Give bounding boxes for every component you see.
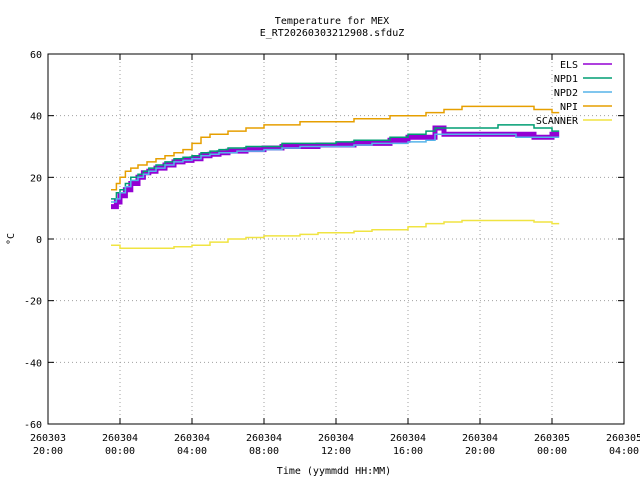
x-tick-time: 20:00 xyxy=(465,446,495,457)
x-tick-time: 04:00 xyxy=(177,446,207,457)
x-tick-date: 260305 xyxy=(534,433,570,444)
legend: ELS NPD1 NPD2 NPI SCANNER xyxy=(536,60,612,127)
x-axis-label: Time (yymmdd HH:MM) xyxy=(277,466,391,477)
legend-label-scanner: SCANNER xyxy=(536,116,579,127)
x-tick-date: 260304 xyxy=(246,433,282,444)
series-lines xyxy=(111,105,560,250)
y-tick-label: 40 xyxy=(30,112,42,123)
chart-title: Temperature for MEX xyxy=(275,16,389,27)
x-tick-date: 260304 xyxy=(390,433,426,444)
x-tick-date: 260304 xyxy=(318,433,354,444)
x-tick-time: 16:00 xyxy=(393,446,423,457)
legend-label-npd1: NPD1 xyxy=(554,74,578,85)
series-line-npd1 xyxy=(111,124,560,200)
y-axis-label: °C xyxy=(6,233,17,245)
x-tick-date: 260304 xyxy=(174,433,210,444)
series-line-els xyxy=(111,125,560,210)
x-tick-date: 260304 xyxy=(462,433,498,444)
x-tick-time: 00:00 xyxy=(105,446,135,457)
x-tick-time: 08:00 xyxy=(249,446,279,457)
legend-label-npi: NPI xyxy=(560,102,578,113)
y-tick-label: -20 xyxy=(24,297,42,308)
y-tick-label: -60 xyxy=(24,420,42,431)
axis-ticks: -60 -40 -20 0 20 40 60 260303 20:00 260304 00:00 26… xyxy=(24,50,640,457)
x-tick-time: 12:00 xyxy=(321,446,351,457)
x-tick-date: 260303 xyxy=(30,433,66,444)
y-tick-label: -40 xyxy=(24,358,42,369)
legend-label-npd2: NPD2 xyxy=(554,88,578,99)
x-tick-time: 04:00 xyxy=(609,446,639,457)
x-tick-time: 00:00 xyxy=(537,446,567,457)
y-tick-label: 60 xyxy=(30,50,42,61)
y-tick-label: 0 xyxy=(36,235,42,246)
y-tick-label: 20 xyxy=(30,173,42,184)
x-tick-date: 260304 xyxy=(102,433,138,444)
series-line-npi xyxy=(111,105,560,191)
x-tick-date: 260305 xyxy=(606,433,640,444)
legend-label-els: ELS xyxy=(560,60,578,71)
x-tick-time: 20:00 xyxy=(33,446,63,457)
series-line-npd2 xyxy=(111,133,560,203)
chart-subtitle: E_RT20260303212908.sfduZ xyxy=(260,28,405,39)
series-line-scanner xyxy=(111,219,560,250)
